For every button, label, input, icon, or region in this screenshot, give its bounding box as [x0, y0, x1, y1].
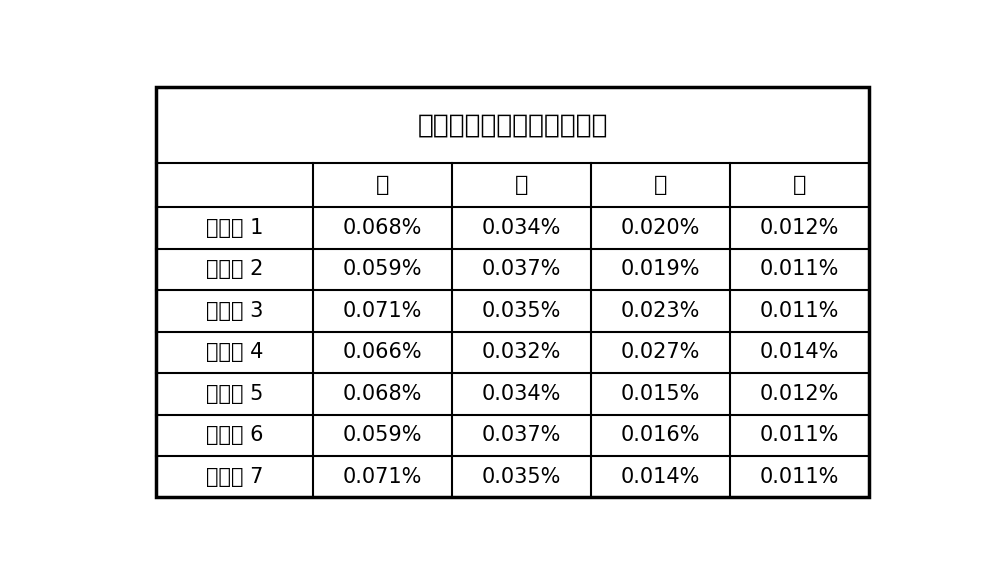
- Text: 0.035%: 0.035%: [482, 301, 561, 321]
- Text: 0.037%: 0.037%: [482, 259, 561, 279]
- Text: 0.023%: 0.023%: [621, 301, 700, 321]
- Text: 0.059%: 0.059%: [343, 259, 422, 279]
- Text: 钠: 钠: [654, 175, 667, 195]
- Text: 0.011%: 0.011%: [760, 259, 839, 279]
- Text: 0.016%: 0.016%: [621, 425, 700, 445]
- Text: 钾: 钾: [793, 175, 806, 195]
- Text: 0.071%: 0.071%: [343, 467, 422, 487]
- Text: 0.032%: 0.032%: [482, 342, 561, 362]
- Text: 0.027%: 0.027%: [621, 342, 700, 362]
- Text: 0.011%: 0.011%: [760, 467, 839, 487]
- Text: 实施例 4: 实施例 4: [206, 342, 263, 362]
- Text: 0.014%: 0.014%: [760, 342, 839, 362]
- Text: 实施例 2: 实施例 2: [206, 259, 263, 279]
- Text: 0.035%: 0.035%: [482, 467, 561, 487]
- Text: 0.020%: 0.020%: [621, 218, 700, 238]
- Text: 0.071%: 0.071%: [343, 301, 422, 321]
- Text: 0.068%: 0.068%: [343, 218, 422, 238]
- Text: 0.068%: 0.068%: [343, 384, 422, 404]
- Text: 0.059%: 0.059%: [343, 425, 422, 445]
- Text: 0.037%: 0.037%: [482, 425, 561, 445]
- Text: 实施例 5: 实施例 5: [206, 384, 263, 404]
- Text: 0.011%: 0.011%: [760, 301, 839, 321]
- Text: 0.019%: 0.019%: [621, 259, 700, 279]
- Text: 0.012%: 0.012%: [760, 218, 839, 238]
- Text: 0.034%: 0.034%: [482, 384, 561, 404]
- Text: 0.066%: 0.066%: [343, 342, 422, 362]
- Text: 实施例 1: 实施例 1: [206, 218, 263, 238]
- Text: 0.012%: 0.012%: [760, 384, 839, 404]
- Text: 0.014%: 0.014%: [621, 467, 700, 487]
- Text: 0.034%: 0.034%: [482, 218, 561, 238]
- Text: 0.015%: 0.015%: [621, 384, 700, 404]
- Text: 实施例 7: 实施例 7: [206, 467, 263, 487]
- Text: 铜: 铜: [376, 175, 389, 195]
- Text: 磷酸铁锂前驱体的杂质含量: 磷酸铁锂前驱体的杂质含量: [417, 112, 608, 138]
- Text: 实施例 3: 实施例 3: [206, 301, 263, 321]
- Text: 铝: 铝: [515, 175, 528, 195]
- Text: 实施例 6: 实施例 6: [206, 425, 263, 445]
- Text: 0.011%: 0.011%: [760, 425, 839, 445]
